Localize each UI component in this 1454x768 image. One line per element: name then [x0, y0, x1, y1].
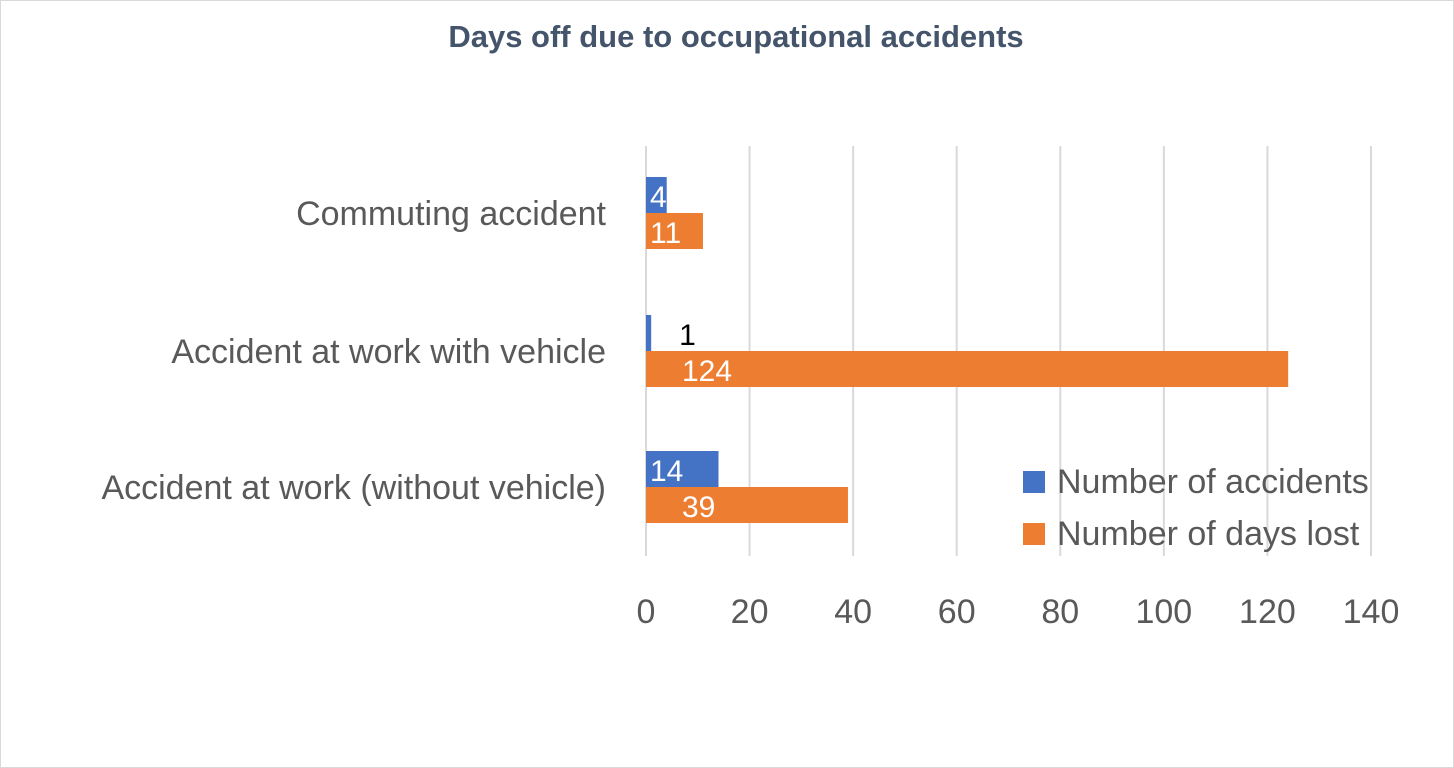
data-label-number-of-days-lost: 39: [682, 491, 715, 524]
data-label-number-of-accidents: 14: [650, 455, 683, 488]
x-tick-label: 20: [731, 593, 769, 631]
data-label-number-of-days-lost: 11: [650, 217, 681, 250]
bar-number-of-days-lost: [646, 487, 848, 523]
bars: [646, 177, 1289, 523]
bar-number-of-days-lost: [646, 213, 703, 249]
x-tick-label: 40: [834, 593, 872, 631]
category-labels: Commuting accident Accident at work with …: [101, 195, 606, 507]
data-label-number-of-accidents: 1: [679, 319, 696, 352]
legend: Number of accidents Number of days lost: [1023, 463, 1369, 553]
category-label: Commuting accident: [296, 195, 606, 233]
legend-label-number-of-accidents: Number of accidents: [1057, 463, 1369, 501]
legend-label-number-of-days-lost: Number of days lost: [1057, 515, 1360, 553]
bar-number-of-accidents: [646, 451, 719, 487]
data-label-number-of-accidents: 4: [650, 181, 667, 214]
legend-swatch-number-of-days-lost: [1023, 523, 1045, 545]
x-tick-label: 100: [1135, 593, 1192, 631]
legend-swatch-number-of-accidents: [1023, 471, 1045, 493]
x-tick-label: 120: [1239, 593, 1296, 631]
x-tick-label: 60: [938, 593, 976, 631]
bar-number-of-accidents: [646, 177, 667, 213]
x-tick-label: 0: [637, 593, 656, 631]
bar-number-of-accidents: [646, 315, 652, 351]
data-label-number-of-days-lost: 124: [682, 355, 732, 388]
category-label: Accident at work (without vehicle): [101, 469, 606, 507]
category-label: Accident at work with vehicle: [171, 333, 606, 371]
x-axis-ticks: 0 20 40 60 80 100 120 140: [637, 593, 1400, 631]
x-tick-label: 140: [1343, 593, 1400, 631]
bar-number-of-days-lost: [646, 351, 1289, 387]
x-tick-label: 80: [1041, 593, 1079, 631]
chart-title: Days off due to occupational accidents: [448, 19, 1024, 54]
